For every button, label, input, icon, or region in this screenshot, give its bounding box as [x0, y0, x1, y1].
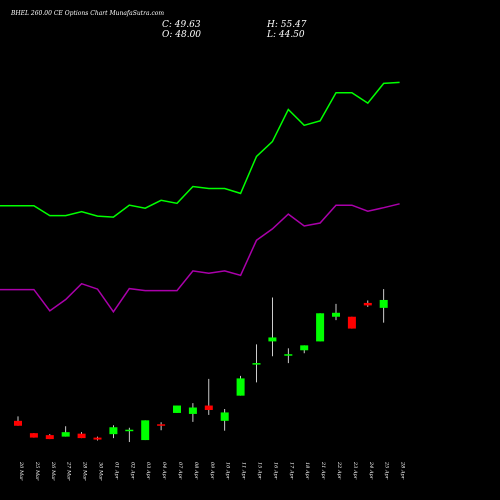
candle	[29, 433, 38, 438]
x-tick-label: 26 Mar	[50, 461, 56, 481]
candle-body	[45, 435, 54, 440]
candle	[268, 297, 277, 357]
upper-band-line	[0, 81, 400, 218]
x-tick-label: 15 Apr	[257, 462, 263, 480]
candle-body	[14, 420, 22, 426]
x-tick-label: 11 Apr	[241, 462, 247, 480]
x-tick-label: 30 Mar	[98, 462, 104, 481]
x-tick-label: 28 Apr	[400, 461, 406, 480]
candle	[173, 405, 181, 413]
x-tick-label: 25 Mar	[34, 461, 40, 481]
candle-body	[204, 405, 213, 410]
candle	[300, 345, 309, 354]
candle-body	[363, 302, 372, 306]
x-tick-label: 02 Apr	[129, 462, 135, 480]
candle-body	[252, 363, 261, 365]
candle-body	[77, 433, 86, 439]
candle	[14, 416, 22, 426]
candle-body	[316, 313, 325, 342]
x-tick-label: 18 Apr	[304, 462, 310, 480]
x-tick-label: 24 Apr	[368, 461, 374, 480]
candle-body	[61, 432, 70, 437]
candle-body	[268, 337, 277, 342]
candle-body	[93, 437, 102, 440]
x-tick-label: 21 Apr	[320, 461, 326, 480]
x-tick-label: 25 Apr	[384, 461, 390, 480]
candle	[93, 436, 102, 441]
candle-body	[236, 378, 245, 396]
candle	[109, 425, 118, 439]
candle	[125, 427, 134, 443]
candle-body	[347, 316, 356, 329]
candle	[157, 422, 166, 431]
x-tick-label: 10 Apr	[225, 462, 231, 480]
candle	[332, 303, 340, 321]
candle	[379, 289, 388, 323]
candle-body	[220, 412, 229, 421]
candle-body	[284, 354, 293, 356]
x-tick-label: 22 Apr	[336, 461, 342, 480]
x-tick-label: 07 Apr	[177, 462, 183, 480]
candle-body	[125, 429, 134, 432]
x-tick-label: 23 Apr	[352, 461, 358, 480]
close-readout: C: 49.63	[162, 20, 201, 30]
candle-body	[188, 407, 197, 414]
candle-body	[157, 424, 166, 426]
candle	[141, 420, 150, 441]
candle	[252, 344, 261, 383]
candle	[347, 316, 356, 329]
candle	[61, 426, 70, 437]
candle-body	[109, 427, 118, 435]
open-readout: O: 48.00	[162, 30, 201, 40]
x-tick-label: 17 Apr	[288, 462, 294, 480]
x-axis-ticks: 20 Mar 25 Mar 26 Mar 27 Mar 28 Mar 30 Mar 01 A…	[18, 461, 406, 481]
candle-body	[379, 299, 388, 308]
candle	[363, 300, 372, 307]
candle	[45, 434, 54, 440]
candle-body	[300, 345, 309, 351]
candle	[284, 348, 293, 364]
lower-band-line	[0, 203, 400, 314]
candle-body	[173, 405, 181, 413]
candle	[236, 375, 245, 396]
candle-body	[332, 312, 340, 317]
candle	[316, 313, 325, 342]
x-tick-label: 08 Apr	[193, 462, 199, 480]
x-tick-label: 28 Mar	[82, 461, 88, 481]
high-readout: H: 55.47	[266, 20, 307, 30]
chart-title: BHEL 260.00 CE Options Chart MunafaSutra…	[10, 10, 164, 17]
candles	[14, 289, 388, 443]
low-readout: L: 44.50	[266, 30, 305, 40]
x-tick-label: 16 Apr	[272, 462, 278, 480]
x-tick-label: 04 Apr	[161, 462, 167, 480]
x-tick-label: 01 Apr	[113, 462, 119, 480]
x-tick-label: 20 Mar	[18, 461, 24, 481]
candle	[220, 408, 229, 431]
candle	[77, 432, 86, 439]
candle	[204, 378, 213, 415]
candle-body	[29, 433, 38, 438]
candle-body	[141, 420, 150, 441]
candle	[188, 403, 197, 422]
x-tick-label: 09 Apr	[209, 462, 215, 480]
x-tick-label: 27 Mar	[66, 461, 72, 481]
x-tick-label: 03 Apr	[145, 462, 151, 480]
band-lines	[0, 81, 400, 314]
